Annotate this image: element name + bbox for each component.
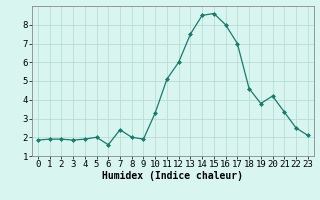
X-axis label: Humidex (Indice chaleur): Humidex (Indice chaleur) xyxy=(102,171,243,181)
